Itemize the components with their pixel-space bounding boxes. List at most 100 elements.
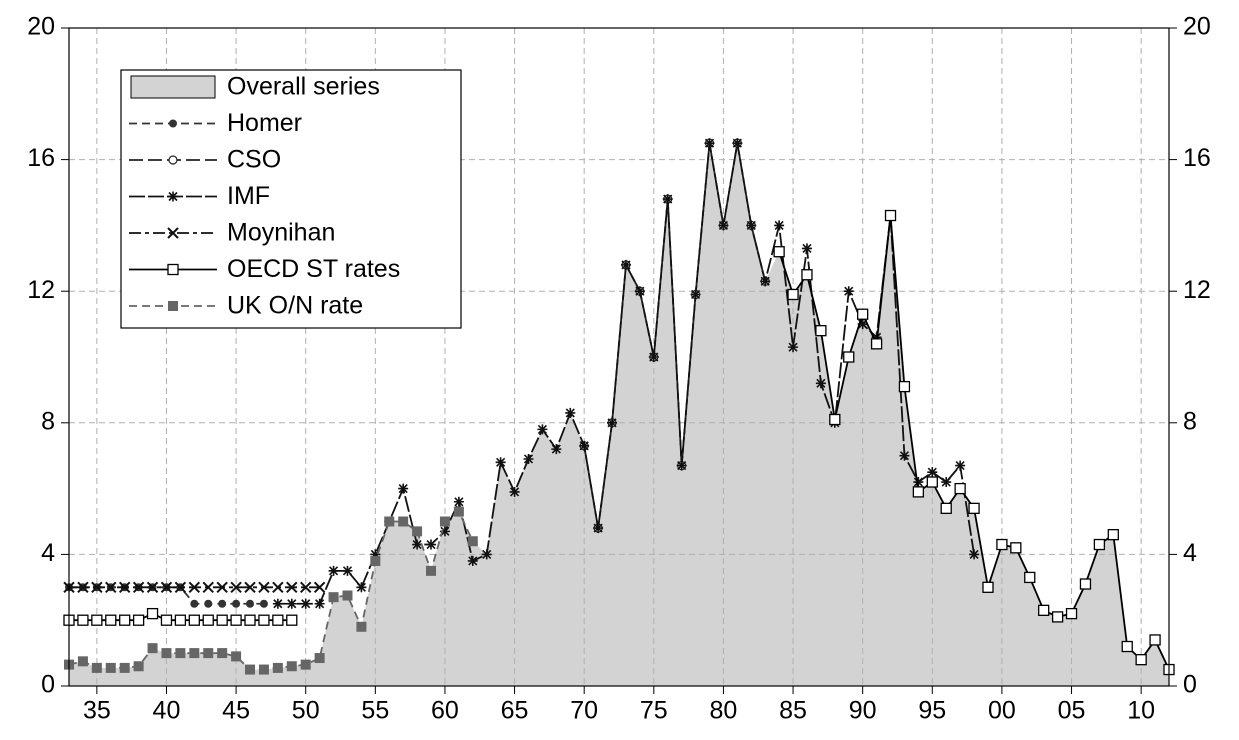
marker xyxy=(230,614,242,626)
x-tick-label: 05 xyxy=(1058,697,1086,725)
legend-label: IMF xyxy=(227,182,270,210)
marker xyxy=(258,664,269,675)
marker xyxy=(77,656,88,667)
marker xyxy=(272,581,284,594)
legend-swatch xyxy=(130,75,216,99)
marker xyxy=(690,289,701,300)
marker xyxy=(216,614,228,626)
marker xyxy=(620,259,631,270)
marker xyxy=(843,286,854,297)
y2-tick-label: 0 xyxy=(1183,671,1197,699)
marker xyxy=(899,450,910,461)
marker xyxy=(91,614,103,626)
marker xyxy=(788,342,799,353)
series-layer xyxy=(63,138,1175,676)
marker xyxy=(857,308,869,320)
marker xyxy=(815,325,827,337)
marker xyxy=(174,614,187,626)
marker xyxy=(1079,578,1092,590)
marker xyxy=(91,662,102,673)
marker xyxy=(258,614,270,626)
marker xyxy=(119,614,131,626)
marker xyxy=(217,648,228,659)
x-tick-label: 90 xyxy=(849,697,877,725)
y-tick-label: 20 xyxy=(27,13,55,41)
marker xyxy=(313,581,326,594)
marker xyxy=(272,598,283,609)
marker xyxy=(467,555,478,566)
x-tick-label: 55 xyxy=(361,697,389,725)
marker xyxy=(245,664,256,675)
marker xyxy=(356,621,367,632)
marker xyxy=(1149,634,1161,646)
marker xyxy=(1024,571,1036,584)
x-tick-label: 65 xyxy=(501,697,529,725)
series-line xyxy=(583,142,767,529)
marker xyxy=(175,648,186,659)
marker xyxy=(774,220,785,231)
marker xyxy=(412,539,423,550)
marker xyxy=(168,301,178,311)
marker xyxy=(147,643,158,654)
marker xyxy=(105,581,117,594)
marker xyxy=(898,380,911,393)
marker xyxy=(300,581,312,594)
legend-label: OECD ST rates xyxy=(227,255,400,283)
marker xyxy=(843,351,855,363)
marker xyxy=(188,614,200,626)
marker xyxy=(218,599,227,608)
marker xyxy=(398,516,409,527)
marker xyxy=(190,599,199,608)
marker xyxy=(246,599,255,608)
x-tick-label: 00 xyxy=(988,697,1016,725)
x-tick-label: 45 xyxy=(222,697,250,725)
y-tick-label: 4 xyxy=(41,539,55,567)
marker xyxy=(509,486,520,497)
marker xyxy=(1135,654,1147,666)
marker xyxy=(231,651,242,662)
marker xyxy=(167,263,179,276)
marker xyxy=(760,276,771,287)
marker xyxy=(314,653,325,664)
marker xyxy=(1065,607,1078,620)
marker xyxy=(168,155,178,165)
legend-label: CSO xyxy=(227,146,281,174)
marker xyxy=(718,220,729,231)
legend-label: UK O/N rate xyxy=(227,292,363,320)
marker xyxy=(968,502,980,514)
marker xyxy=(1107,529,1119,541)
marker xyxy=(161,648,172,659)
marker xyxy=(91,581,103,594)
marker xyxy=(204,599,213,608)
marker xyxy=(607,417,618,428)
y-tick-label: 0 xyxy=(41,671,55,699)
marker xyxy=(857,319,868,330)
marker xyxy=(168,191,178,202)
marker xyxy=(982,581,994,593)
marker xyxy=(286,661,297,672)
marker xyxy=(912,486,925,498)
marker xyxy=(146,581,159,594)
marker xyxy=(258,581,270,594)
marker xyxy=(314,598,325,609)
marker xyxy=(342,565,353,576)
marker xyxy=(300,598,311,609)
marker xyxy=(815,378,826,389)
marker xyxy=(119,662,130,673)
marker xyxy=(801,243,812,254)
marker xyxy=(133,661,144,672)
marker xyxy=(1121,640,1133,653)
legend-label: Overall series xyxy=(227,73,380,101)
marker xyxy=(259,599,268,608)
y-tick-label: 16 xyxy=(27,144,55,172)
marker xyxy=(105,614,117,626)
marker xyxy=(926,476,938,488)
marker xyxy=(1051,611,1064,623)
marker xyxy=(160,581,173,594)
marker xyxy=(203,648,214,659)
marker xyxy=(565,407,576,418)
marker xyxy=(537,424,548,435)
marker xyxy=(829,413,841,426)
x-tick-label: 70 xyxy=(570,697,598,725)
